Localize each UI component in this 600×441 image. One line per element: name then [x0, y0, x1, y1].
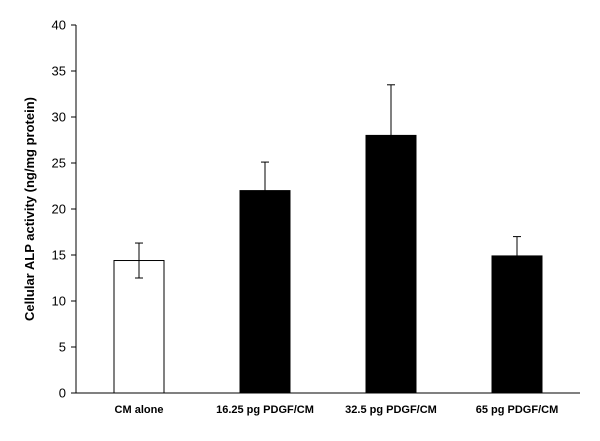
- y-tick-label: 30: [52, 110, 66, 125]
- bar: [113, 260, 165, 394]
- bar: [491, 255, 543, 394]
- x-category-label: CM alone: [115, 404, 164, 416]
- y-tick-label: 15: [52, 248, 66, 263]
- bar: [239, 190, 291, 394]
- y-tick-label: 0: [59, 386, 66, 401]
- y-tick-label: 10: [52, 294, 66, 309]
- x-category-label: 65 pg PDGF/CM: [476, 404, 559, 416]
- x-category-label: 16.25 pg PDGF/CM: [216, 404, 314, 416]
- bars: [113, 134, 543, 394]
- x-category-label: 32.5 pg PDGF/CM: [345, 404, 437, 416]
- error-bars: [135, 84, 521, 279]
- y-axis-ticks: 0 5 10 15 20 25 30 35 40: [52, 18, 76, 401]
- y-tick-label: 25: [52, 156, 66, 171]
- x-axis-labels: CM alone 16.25 pg PDGF/CM 32.5 pg PDGF/CM 6…: [115, 404, 559, 416]
- y-tick-label: 40: [52, 18, 66, 33]
- y-tick-label: 20: [52, 202, 66, 217]
- y-tick-label: 5: [59, 340, 66, 355]
- y-axis-title: Cellular ALP activity (ng/mg protein): [22, 97, 37, 321]
- y-tick-label: 35: [52, 64, 66, 79]
